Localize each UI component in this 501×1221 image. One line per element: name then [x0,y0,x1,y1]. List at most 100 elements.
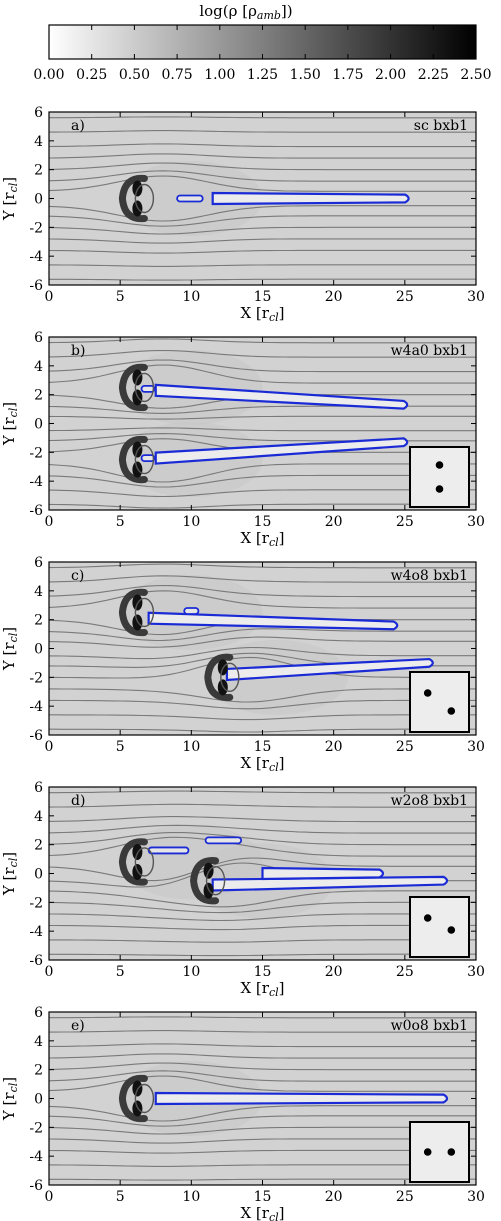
tail-contour [154,437,409,465]
field-line [49,249,476,254]
field-line [49,415,476,420]
x-tick-label: 15 [254,739,272,755]
x-tick-label: 0 [45,964,54,980]
y-axis-label: Y [rcl] [0,402,20,446]
x-tick-label: 20 [325,514,343,530]
field-line [49,628,476,642]
y-tick-label: -2 [29,220,43,236]
y-tick-label: -4 [29,474,43,490]
y-tick-label: -4 [29,1149,43,1165]
y-tick-label: 4 [34,359,43,375]
y-tick-label: -4 [29,249,43,265]
colorbar-tick-label: 0.75 [162,67,193,83]
field-line [49,226,476,235]
y-tick-label: -6 [29,278,43,294]
y-tick-label: -6 [29,953,43,969]
x-tick-label: 25 [396,514,414,530]
field-line [49,924,476,931]
knot-contour [147,846,190,855]
y-tick-label: 0 [34,1092,43,1108]
x-tick-label: 5 [116,289,125,305]
field-line [49,238,476,244]
colorbar-label: log(ρ [ρamb]) [199,2,292,22]
y-tick-label: 4 [34,1034,43,1050]
colorbar-tick-label: 1.00 [204,67,235,83]
field-line [49,489,476,498]
cloud-shell [118,363,148,412]
cloud-rim [220,662,240,693]
x-axis-label: X [rcl] [240,1204,284,1221]
field-line [49,836,476,857]
y-tick-label: 6 [34,780,43,796]
x-tick-label: 30 [467,964,485,980]
y-tick-label: 4 [34,584,43,600]
run-name: w4a0 bxb1 [391,343,468,359]
panel-label: e) [71,1018,85,1034]
y-tick-label: 6 [34,1005,43,1021]
cloud-rim [134,847,155,877]
field-line [49,153,476,159]
tail-contour [225,657,434,682]
x-tick-label: 30 [467,514,485,530]
inset-cloud-dot [423,914,432,922]
y-axis-label: Y [rcl] [0,177,20,221]
cloud-shell [118,588,148,637]
field-line [49,575,476,583]
tail-contour [154,383,409,410]
y-tick-label: -4 [29,924,43,940]
tail-contour [147,611,399,631]
x-tick-label: 30 [467,1189,485,1205]
panel-label: d) [71,793,85,809]
y-axis-label: Y [rcl] [0,1077,20,1121]
cloud-shell [118,174,148,223]
x-tick-label: 5 [116,514,125,530]
inset-cloud-dot [447,926,456,934]
x-axis-label: X [rcl] [240,529,284,549]
field-line [49,1043,476,1048]
colorbar-tick-label: 2.00 [375,67,406,83]
x-tick-label: 25 [396,964,414,980]
y-tick-label: -2 [29,895,43,911]
field-line [49,1149,476,1154]
field-line [49,1115,476,1127]
field-line [49,170,476,182]
tail-contour [211,191,410,206]
field-line [49,636,476,648]
panel-content [49,1016,476,1181]
y-axis-label: Y [rcl] [0,627,20,671]
density-map [49,337,476,510]
x-axis-label: X [rcl] [240,979,284,999]
field-line [49,857,476,882]
x-tick-label: 5 [116,964,125,980]
field-line [49,278,476,281]
x-tick-label: 0 [45,514,54,530]
y-tick-label: -2 [29,1120,43,1136]
field-line [49,831,476,846]
inset-cloud-dot [447,707,456,715]
field-line [49,349,476,358]
field-line [49,1126,476,1135]
y-tick-label: 0 [34,417,43,433]
field-line [49,1075,476,1092]
field-line [49,1178,476,1181]
x-axis-label: X [rcl] [240,304,284,324]
x-tick-label: 10 [182,514,200,530]
field-line [49,215,476,227]
field-line [49,359,476,373]
y-tick-label: 2 [34,613,43,629]
colorbar-tick-label: 1.75 [332,67,363,83]
field-line [49,1138,476,1144]
x-tick-label: 0 [45,739,54,755]
panel-content [49,790,476,957]
field-line [49,699,476,710]
knot-contour [183,607,200,615]
field-line [49,364,476,384]
field-line [49,901,476,914]
y-tick-label: -6 [29,503,43,519]
x-tick-label: 10 [182,964,200,980]
colorbar-tick-label: 0.25 [76,67,107,83]
